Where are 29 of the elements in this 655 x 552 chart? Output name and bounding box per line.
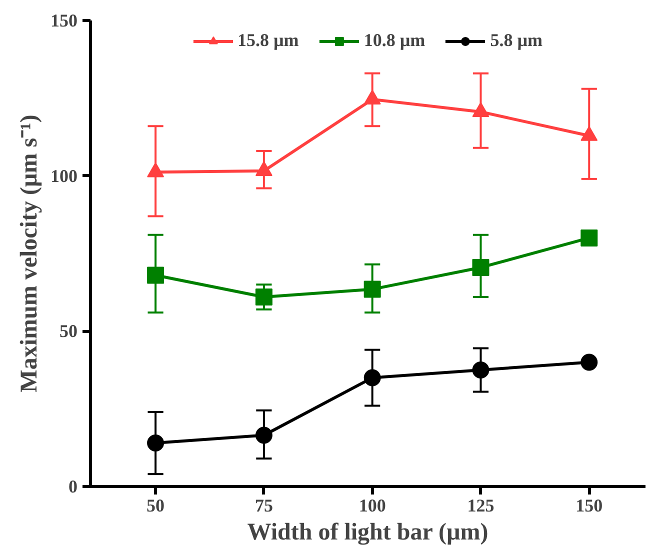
point [472, 258, 490, 276]
point [147, 162, 164, 178]
x-tick-label: 75 [254, 496, 273, 516]
y-tick-label: 0 [68, 476, 78, 496]
legend-label: 10.8 µm [364, 30, 426, 51]
point [364, 369, 381, 386]
x-tick-label: 125 [467, 496, 494, 516]
x-axis-title: Width of light bar (µm) [247, 520, 488, 546]
point [580, 126, 598, 141]
point [255, 288, 272, 306]
point [580, 229, 598, 246]
point [364, 90, 381, 105]
x-tick-label: 50 [146, 496, 165, 516]
y-tick-label: 150 [50, 10, 78, 30]
point [580, 354, 598, 371]
x-tick-label: 150 [576, 496, 603, 516]
point [472, 102, 490, 117]
legend-label: 15.8 µm [237, 30, 299, 51]
legend-label: 5.8 µm [490, 30, 543, 51]
point [147, 266, 164, 284]
point [255, 426, 272, 444]
y-tick-label: 100 [50, 166, 78, 186]
point [472, 362, 490, 378]
point [147, 434, 164, 452]
point [255, 161, 272, 176]
point [364, 280, 381, 298]
x-tick-label: 100 [358, 496, 386, 516]
y-tick-label: 50 [60, 321, 78, 342]
y-axis-title: Maximum velocity (µm s⁻¹) [16, 114, 42, 392]
